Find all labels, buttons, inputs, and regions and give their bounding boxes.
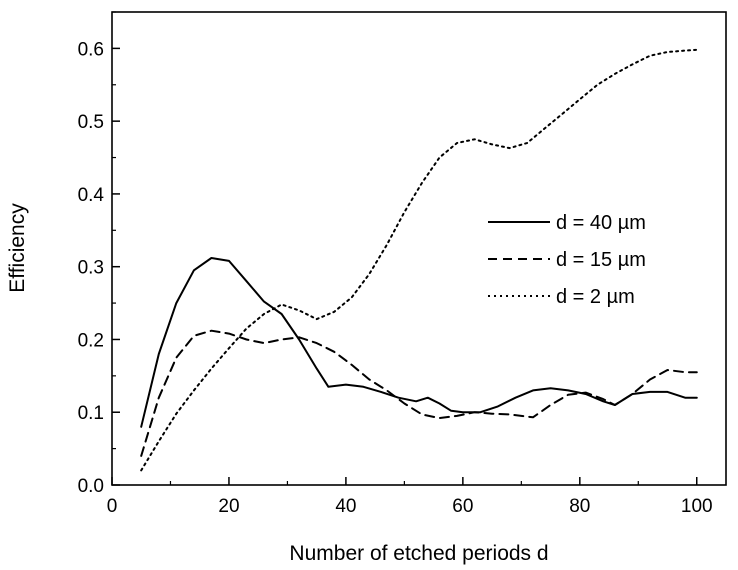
legend-label: d = 40 µm xyxy=(556,212,646,234)
y-tick-label: 0.0 xyxy=(78,476,104,497)
y-tick-label: 0.3 xyxy=(78,258,104,279)
x-tick-label: 0 xyxy=(107,496,118,517)
x-axis: 0 20 40 60 80 100 xyxy=(107,477,713,517)
series-line-solid xyxy=(140,257,698,428)
x-tick-label: 60 xyxy=(452,496,473,517)
y-axis-title: Efficiency xyxy=(6,203,29,293)
y-tick-label: 0.5 xyxy=(78,112,104,133)
y-tick-label: 0.2 xyxy=(78,330,104,351)
y-tick-label: 0.4 xyxy=(78,185,105,206)
x-tick-label: 100 xyxy=(681,496,713,517)
legend: d = 40 µm d = 15 µm d = 2 µm xyxy=(488,212,646,308)
x-tick-label: 20 xyxy=(218,496,239,517)
x-tick-label: 80 xyxy=(569,496,590,517)
series-line-dotted xyxy=(140,48,698,472)
series-layer xyxy=(140,48,698,472)
legend-label: d = 2 µm xyxy=(556,286,635,308)
legend-label: d = 15 µm xyxy=(556,249,646,271)
plot-frame xyxy=(111,11,727,486)
y-tick-label: 0.6 xyxy=(78,39,104,60)
x-tick-label: 40 xyxy=(335,496,356,517)
x-axis-title: Number of etched periods d xyxy=(289,542,548,565)
series-line-dashed xyxy=(140,329,698,457)
y-tick-label: 0.1 xyxy=(78,403,104,424)
y-axis: 0.0 0.1 0.2 0.3 0.4 0.5 0.6 xyxy=(78,11,120,497)
